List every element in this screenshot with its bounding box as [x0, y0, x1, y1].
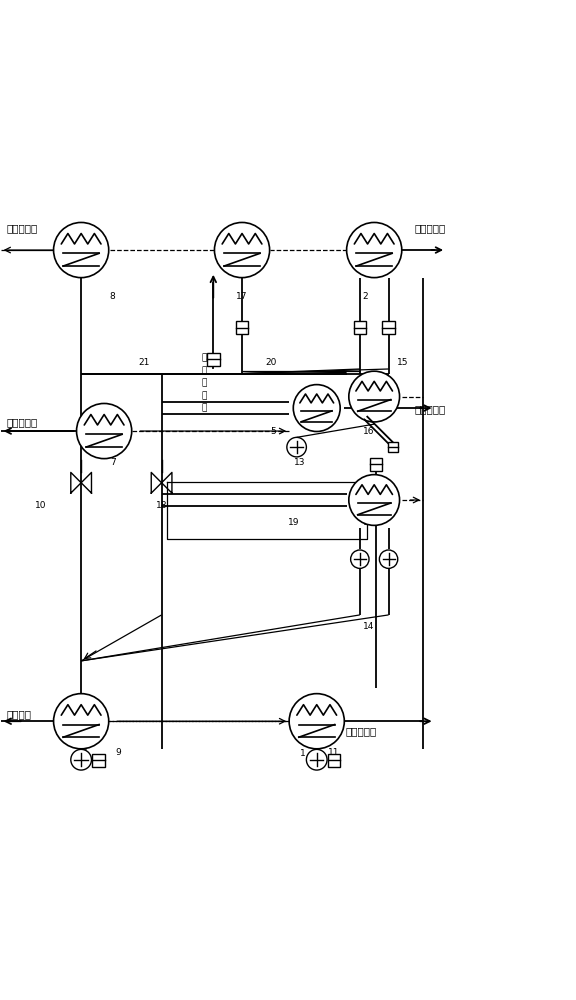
- Bar: [370, 458, 382, 471]
- Text: 被
加
热
介
质: 被 加 热 介 质: [202, 353, 207, 412]
- Circle shape: [54, 694, 109, 749]
- Circle shape: [349, 475, 400, 525]
- Bar: [207, 353, 219, 366]
- Text: 6: 6: [81, 749, 87, 758]
- Text: 12: 12: [363, 518, 374, 527]
- Circle shape: [380, 550, 398, 568]
- Text: 15: 15: [397, 358, 409, 367]
- Text: 21: 21: [139, 358, 150, 367]
- Text: 20: 20: [265, 358, 276, 367]
- Text: 冷却介质: 冷却介质: [6, 709, 32, 719]
- Text: 7: 7: [110, 458, 116, 467]
- Bar: [382, 321, 395, 334]
- Circle shape: [306, 749, 327, 770]
- Text: 被加热介质: 被加热介质: [414, 404, 446, 414]
- Circle shape: [289, 694, 344, 749]
- Text: 3: 3: [305, 392, 311, 401]
- Bar: [354, 321, 366, 334]
- Text: 4: 4: [386, 484, 391, 493]
- Text: 13: 13: [294, 458, 305, 467]
- Text: 17: 17: [236, 292, 248, 301]
- Text: 1: 1: [300, 749, 305, 758]
- Circle shape: [54, 222, 109, 278]
- Circle shape: [349, 371, 400, 422]
- Circle shape: [347, 222, 402, 278]
- Text: 18: 18: [156, 501, 168, 510]
- Text: 低温热介质: 低温热介质: [346, 727, 377, 737]
- Circle shape: [351, 550, 369, 568]
- Circle shape: [287, 437, 306, 457]
- Text: 10: 10: [35, 501, 47, 510]
- Text: 8: 8: [110, 292, 116, 301]
- Circle shape: [77, 403, 132, 459]
- Text: 2: 2: [363, 292, 368, 301]
- Text: 高温热介质: 高温热介质: [414, 223, 446, 233]
- Bar: [92, 754, 105, 767]
- Text: 低温热介质: 低温热介质: [6, 417, 37, 427]
- Text: 9: 9: [116, 748, 122, 757]
- Text: 19: 19: [288, 518, 300, 527]
- Text: 5: 5: [271, 427, 276, 436]
- Bar: [236, 321, 248, 334]
- Text: 11: 11: [328, 748, 340, 757]
- Bar: [328, 754, 340, 767]
- Circle shape: [71, 749, 92, 770]
- Text: 16: 16: [363, 427, 374, 436]
- Circle shape: [214, 222, 270, 278]
- Circle shape: [293, 385, 340, 432]
- Bar: [388, 442, 399, 452]
- Text: 14: 14: [363, 622, 374, 631]
- Text: 被加热介质: 被加热介质: [6, 223, 37, 233]
